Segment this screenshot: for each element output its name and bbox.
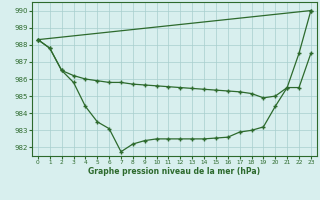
X-axis label: Graphe pression niveau de la mer (hPa): Graphe pression niveau de la mer (hPa) (88, 167, 260, 176)
